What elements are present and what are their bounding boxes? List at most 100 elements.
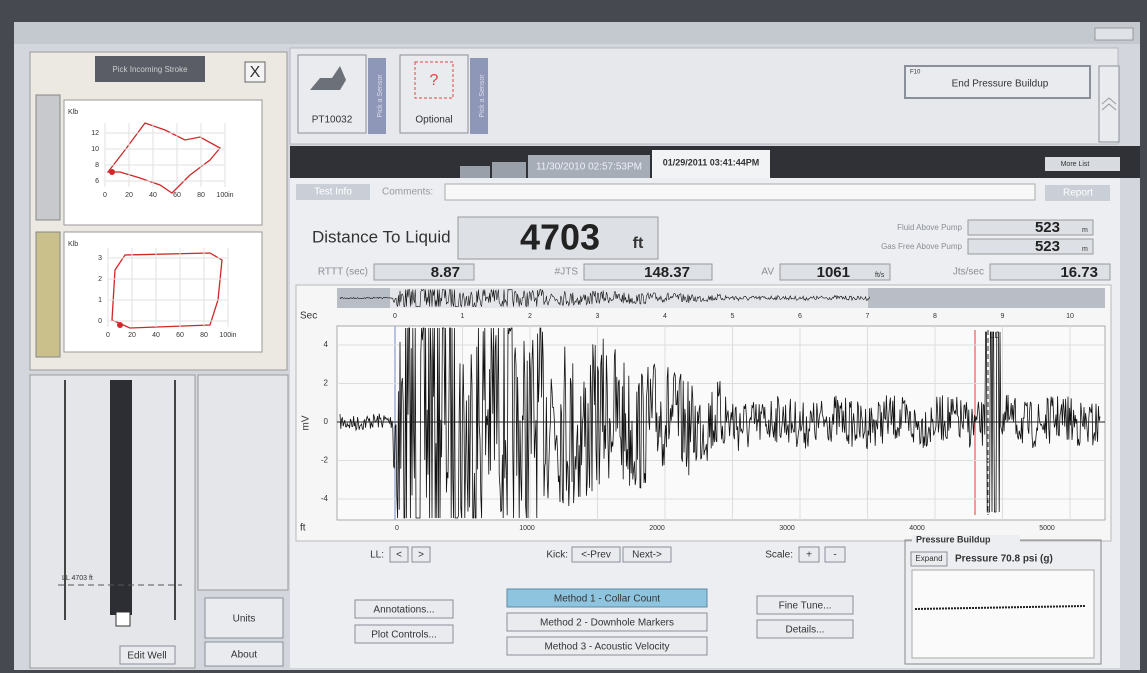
distance-box	[457, 216, 659, 260]
card-x-tick: 40	[149, 192, 157, 199]
plot-controls-label: Plot Controls...	[371, 630, 437, 641]
card-y-tick: 0	[98, 318, 102, 325]
expand-button[interactable]	[910, 551, 948, 567]
annotations-button[interactable]	[354, 599, 454, 619]
card-1	[63, 99, 263, 226]
method-2-label: Method 2 - Downhole Markers	[540, 618, 674, 629]
scale-minus-button[interactable]	[824, 546, 846, 563]
tab[interactable]	[460, 166, 490, 178]
card-y-tick: 2	[98, 276, 102, 283]
mv-label: mV	[301, 415, 312, 430]
ll-prev-label: <	[396, 550, 402, 561]
pick-tab[interactable]	[368, 58, 386, 134]
method-1-button[interactable]	[506, 588, 708, 608]
card-x-tick: 60	[176, 332, 184, 339]
prev-button[interactable]	[571, 546, 621, 563]
acoustic-trace	[339, 327, 1101, 519]
mv-tick-label: 4	[324, 340, 329, 349]
card-x-tick: 100in	[216, 192, 233, 199]
optional-icon-text: ?	[430, 72, 439, 89]
gas-unit: m	[1082, 246, 1088, 253]
sec-tick-label: 5	[731, 313, 735, 320]
comments-field[interactable]	[444, 183, 1036, 201]
ft-label: ft	[300, 523, 306, 534]
jps-label: Jts/sec	[953, 267, 984, 278]
edit-well-button[interactable]	[119, 645, 176, 665]
scale-plus-button[interactable]	[798, 546, 820, 563]
jts-label: #JTS	[555, 267, 579, 278]
sensor-button[interactable]	[297, 54, 367, 134]
sensor-label: PT10032	[312, 115, 353, 126]
end-buildup-button[interactable]	[904, 65, 1091, 99]
window-controls[interactable]	[1094, 27, 1134, 41]
ll-next-label: >	[418, 550, 424, 561]
card-2-start	[117, 322, 123, 328]
av-unit: ft/s	[875, 272, 885, 279]
end-buildup-label: End Pressure Buildup	[952, 79, 1049, 90]
method-1-label: Method 1 - Collar Count	[554, 594, 660, 605]
details-label: Details...	[786, 625, 825, 636]
sec-tick-label: 7	[866, 313, 870, 320]
kick-label: Kick:	[546, 550, 568, 561]
next-label: Next->	[632, 550, 662, 561]
ll-prev-button[interactable]	[389, 546, 409, 563]
about-button[interactable]	[204, 641, 284, 667]
report-button[interactable]	[1045, 185, 1110, 201]
card-x-tick: 80	[197, 192, 205, 199]
av-box	[779, 263, 891, 281]
card-x-tick: 20	[128, 332, 136, 339]
details-button[interactable]	[756, 619, 854, 639]
optional-label: Optional	[415, 115, 452, 126]
edit-well-label: Edit Well	[127, 651, 166, 662]
distance-value: 4703	[520, 217, 600, 258]
tab[interactable]	[528, 155, 650, 178]
card-y-tick: 6	[95, 178, 99, 185]
card-x-tick: 100in	[219, 332, 236, 339]
method-3-button[interactable]	[506, 636, 708, 656]
method-2-button[interactable]	[506, 612, 708, 632]
ll-next-button[interactable]	[411, 546, 431, 563]
close-button[interactable]	[244, 61, 266, 83]
fine-tune-button[interactable]	[756, 595, 854, 615]
sec-tick-label: 9	[1001, 313, 1005, 320]
pressure-title: Pressure Buildup	[916, 534, 991, 544]
jts-value: 148.37	[644, 264, 690, 281]
jps-value: 16.73	[1060, 264, 1098, 281]
pump-icon	[35, 94, 61, 221]
pressure-plot	[911, 569, 1095, 659]
card-x-tick: 80	[200, 332, 208, 339]
pick-label: Pick a Sensor	[377, 74, 384, 118]
sec-tick-label: 4	[663, 313, 667, 320]
plot-controls-button[interactable]	[354, 624, 454, 644]
comments-label: Comments:	[382, 187, 433, 198]
pick-tab[interactable]	[470, 58, 488, 134]
mv-tick-label: -4	[321, 494, 329, 503]
rttt-box	[373, 263, 475, 281]
ft-tick-label: 5000	[1039, 525, 1055, 532]
more-list-button[interactable]	[1045, 157, 1120, 171]
rttt-value: 8.87	[431, 264, 460, 281]
sec-tick-label: 10	[1066, 313, 1074, 320]
ft-tick-label: 2000	[649, 525, 665, 532]
mv-tick-label: 2	[324, 379, 329, 388]
card-y-tick: 12	[91, 130, 99, 137]
test-info-button[interactable]	[296, 184, 370, 200]
ft-tick-label: 3000	[779, 525, 795, 532]
next-button[interactable]	[622, 546, 672, 563]
tab-label: 11/30/2010 02:57:53PM	[536, 162, 642, 173]
fluid-unit: m	[1082, 227, 1088, 234]
sec-tick-label: 6	[798, 313, 802, 320]
card-y-tick: 3	[98, 255, 102, 262]
prev-label: <-Prev	[581, 550, 611, 561]
distance-label: Distance To Liquid	[312, 227, 451, 246]
gas-value: 523	[1035, 238, 1060, 255]
optional-button[interactable]	[399, 54, 469, 134]
units-button[interactable]	[204, 597, 284, 639]
sec-tick-label: 1	[461, 313, 465, 320]
pump	[115, 611, 131, 627]
mv-tick-label: 0	[324, 417, 329, 426]
ft-tick-label: 4000	[909, 525, 925, 532]
title-bar	[14, 22, 1140, 44]
tab[interactable]	[492, 162, 526, 178]
tab-active[interactable]	[652, 150, 770, 178]
